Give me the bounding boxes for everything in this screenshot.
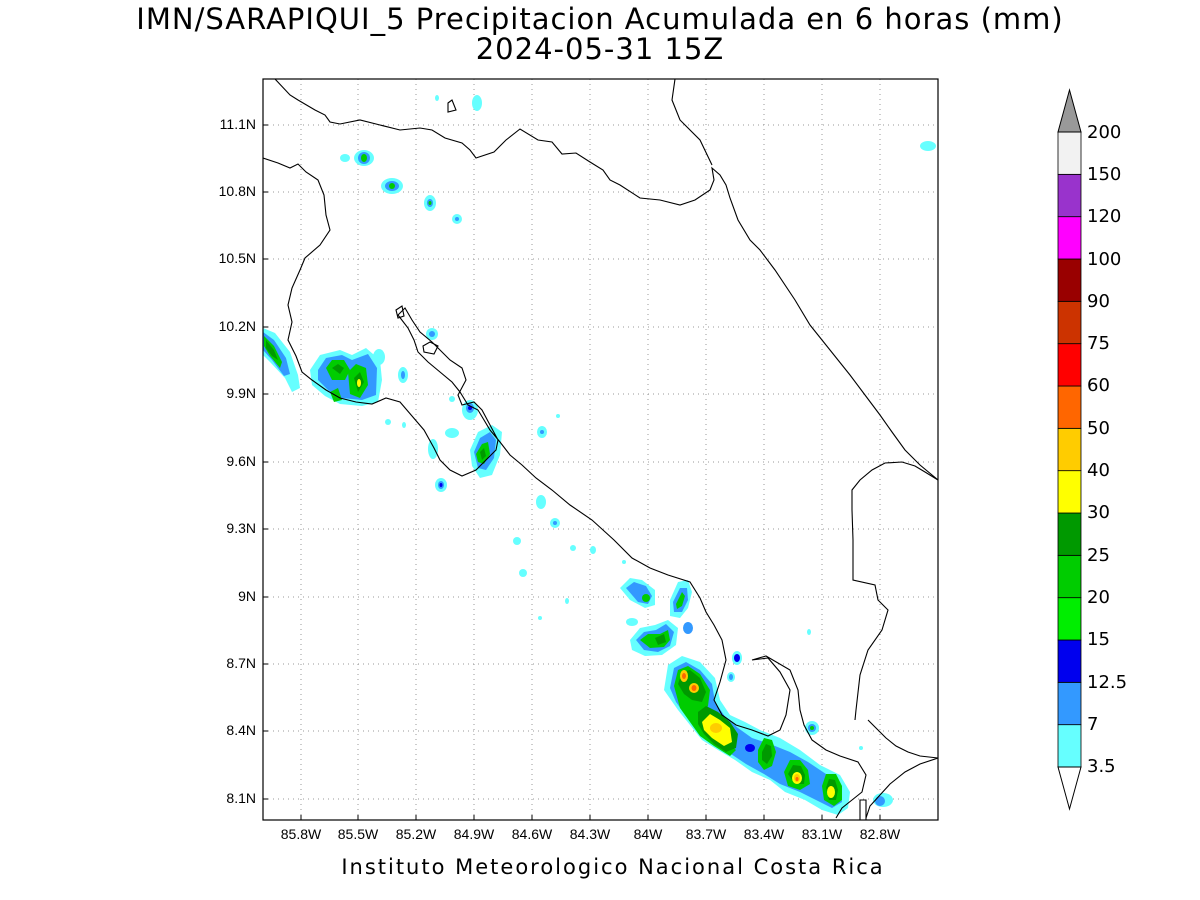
- colorbar-label: 150: [1087, 164, 1122, 185]
- y-tick-label: 11.1N: [219, 116, 256, 132]
- y-tick-label: 9.3N: [226, 520, 256, 536]
- colorbar-label: 7: [1087, 714, 1099, 735]
- x-tick-label: 83.7W: [685, 826, 727, 842]
- colorbar-label: 12.5: [1087, 672, 1128, 693]
- colorbar-swatch: [1057, 512, 1082, 556]
- colorbar-label: 20: [1087, 587, 1110, 608]
- colorbar: [1057, 88, 1082, 811]
- x-tick-label: 84.6W: [511, 826, 553, 842]
- x-tick-label: 85.8W: [280, 826, 322, 842]
- colorbar-label: 100: [1087, 249, 1122, 270]
- tick-marks: [263, 124, 881, 820]
- colorbar-swatch: [1057, 385, 1082, 429]
- y-tick-label: 10.5N: [218, 250, 256, 266]
- x-tick-label: 83.1W: [801, 826, 843, 842]
- colorbar-label: 15: [1087, 629, 1110, 650]
- map-subtitle: 2024-05-31 15Z: [475, 32, 725, 66]
- colorbar-swatch: [1057, 300, 1082, 345]
- x-tick-label: 85.2W: [395, 826, 437, 842]
- colorbar-swatch: [1057, 427, 1082, 472]
- y-tick-label: 10.2N: [218, 318, 256, 334]
- colorbar-label: 75: [1087, 333, 1110, 354]
- y-tick-label: 9.6N: [226, 453, 256, 469]
- colorbar-swatch: [1057, 131, 1082, 175]
- colorbar-swatch: [1057, 639, 1082, 683]
- y-tick-label: 8.4N: [226, 722, 256, 738]
- y-tick-label: 10.8N: [218, 183, 256, 199]
- colorbar-swatch: [1057, 681, 1082, 726]
- gridlines: [263, 79, 938, 820]
- x-tick-label: 84.9W: [453, 826, 495, 842]
- y-tick-label: 8.1N: [226, 790, 256, 806]
- map-title: IMN/SARAPIQUI_5 Precipitacion Acumulada …: [136, 2, 1064, 36]
- colorbar-swatch: [1057, 597, 1082, 641]
- colorbar-label: 40: [1087, 460, 1110, 481]
- colorbar-label: 120: [1087, 206, 1122, 227]
- colorbar-swatch: [1057, 724, 1082, 768]
- colorbar-swatch: [1057, 554, 1082, 599]
- colorbar-swatch: [1057, 173, 1082, 218]
- colorbar-label: 90: [1087, 291, 1110, 312]
- colorbar-swatch: [1057, 216, 1082, 260]
- coastlines: [263, 79, 938, 820]
- colorbar-label: 3.5: [1087, 756, 1116, 777]
- y-tick-label: 9N: [238, 588, 256, 604]
- y-tick-label: 9.9N: [226, 385, 256, 401]
- colorbar-over-triangle: [1057, 88, 1082, 133]
- colorbar-label: 50: [1087, 418, 1110, 439]
- x-tick-label: 84.3W: [569, 826, 611, 842]
- y-tick-label: 8.7N: [226, 655, 256, 671]
- colorbar-swatch: [1057, 343, 1082, 387]
- x-tick-label: 83.4W: [743, 826, 785, 842]
- colorbar-label: 200: [1087, 122, 1122, 143]
- colorbar-under-triangle: [1057, 766, 1082, 811]
- x-tick-label: 82.8W: [859, 826, 901, 842]
- colorbar-swatch: [1057, 258, 1082, 302]
- x-tick-label: 85.5W: [337, 826, 379, 842]
- credit-footer: Instituto Meteorologico Nacional Costa R…: [341, 855, 885, 879]
- colorbar-label: 60: [1087, 375, 1110, 396]
- colorbar-label: 25: [1087, 545, 1110, 566]
- colorbar-label: 30: [1087, 502, 1110, 523]
- map-frame: [262, 78, 939, 821]
- colorbar-swatch: [1057, 470, 1082, 514]
- precip-cells: [263, 95, 936, 815]
- x-tick-label: 84W: [633, 826, 663, 842]
